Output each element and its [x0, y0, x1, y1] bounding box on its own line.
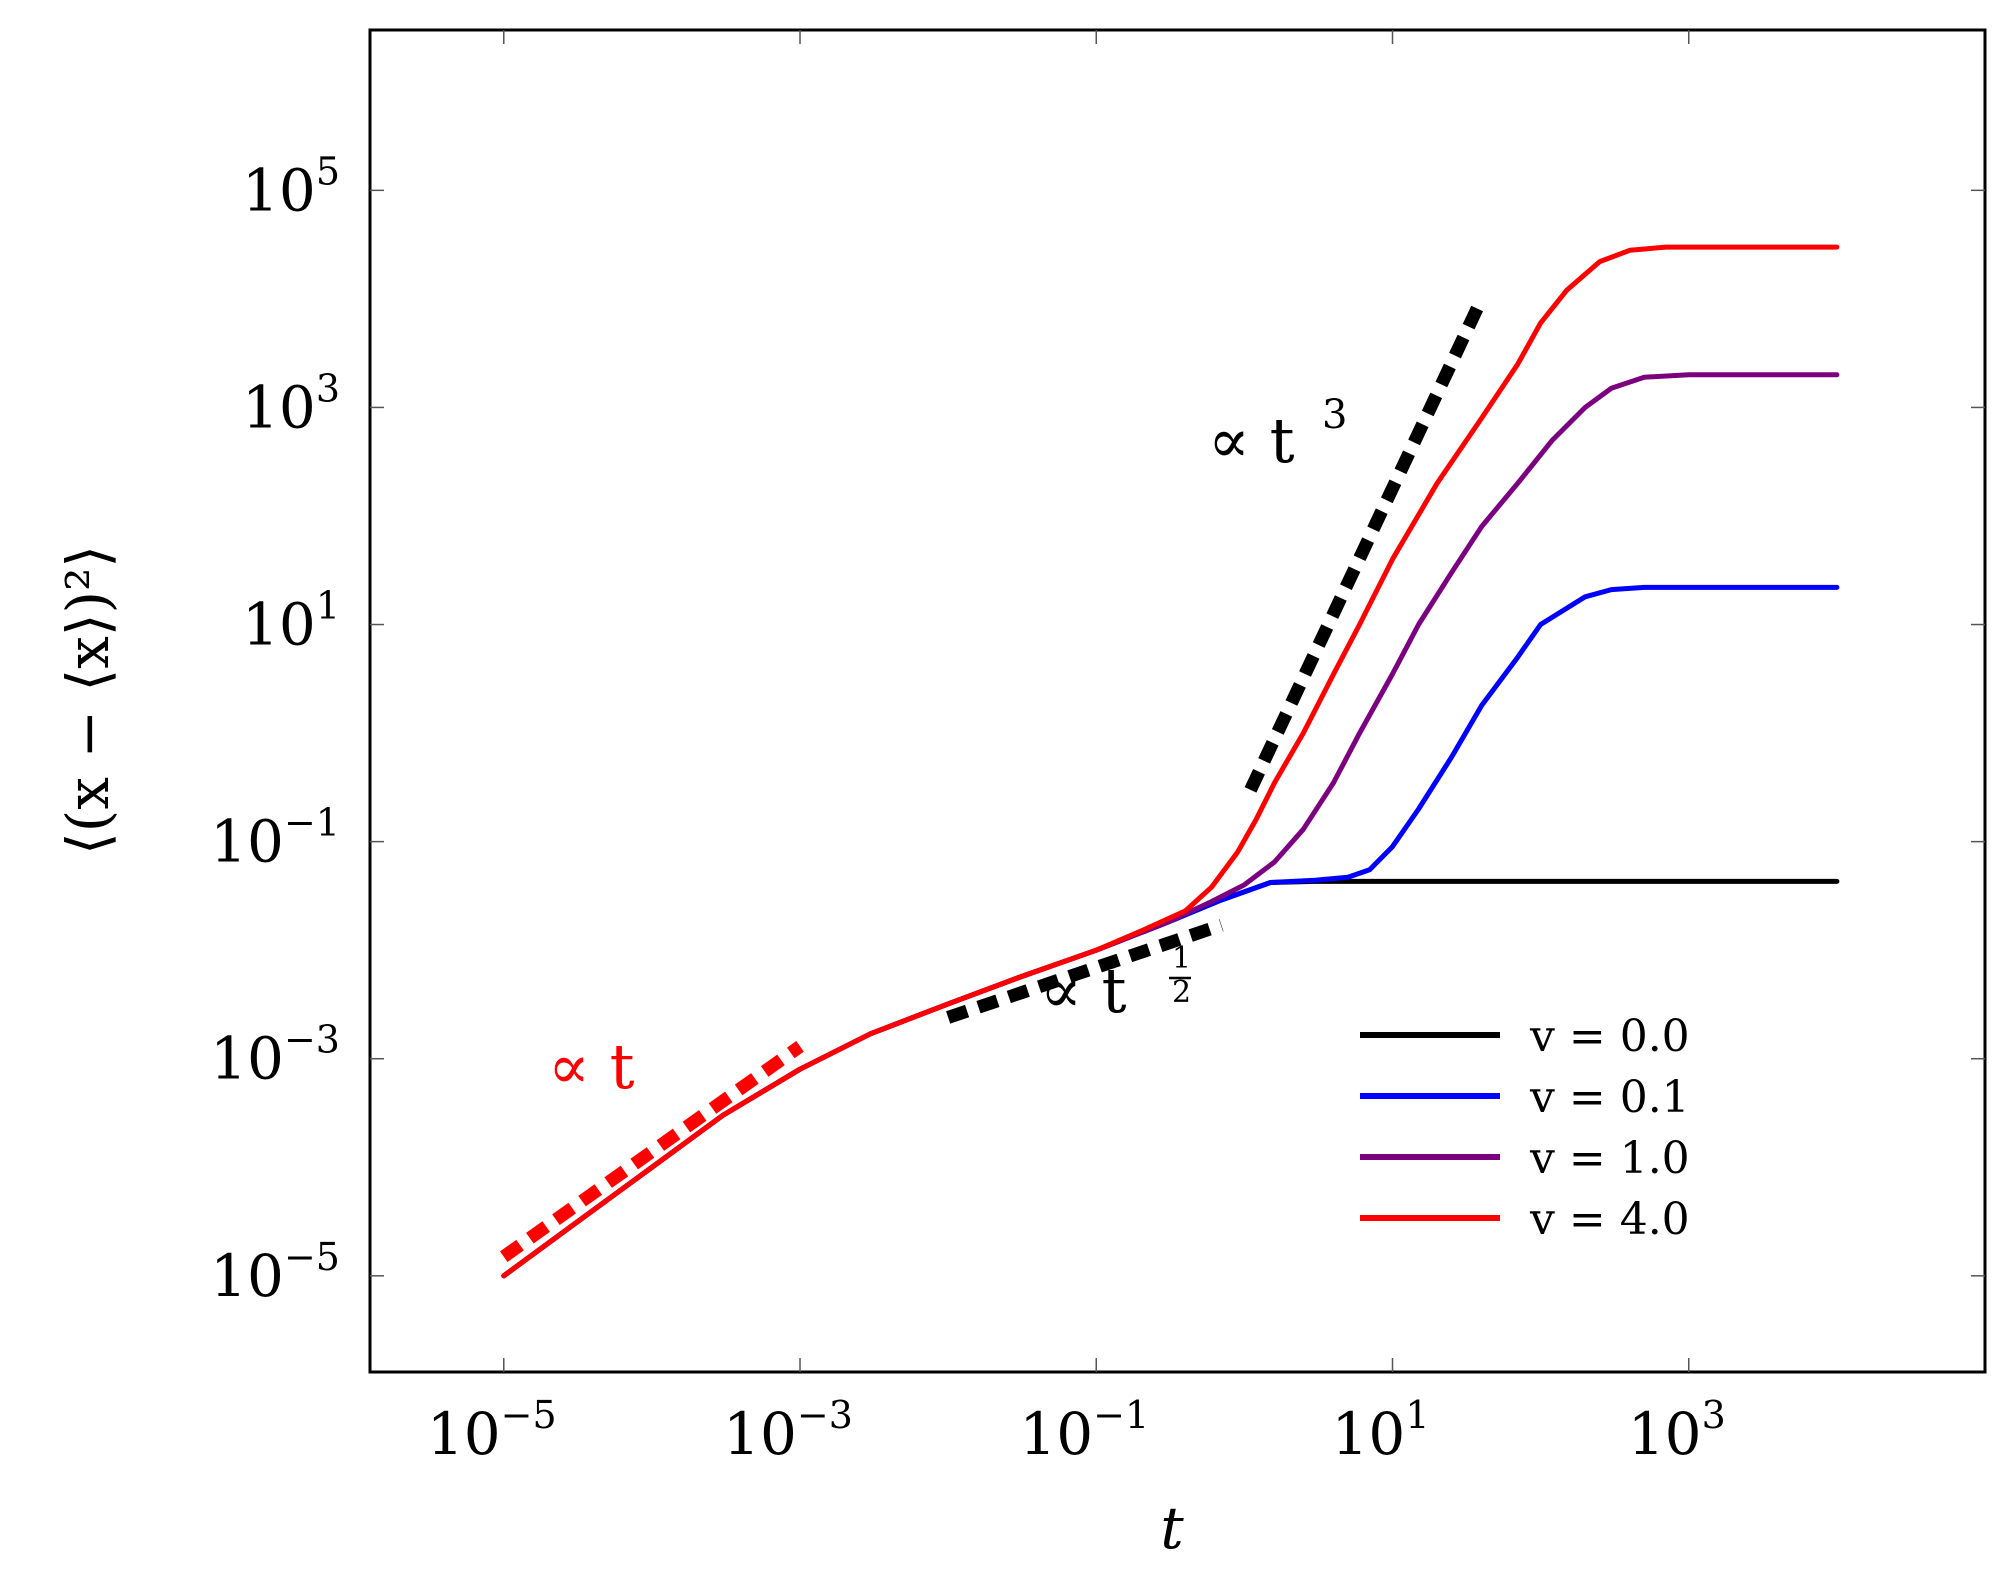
y-tick-label: 103: [242, 366, 340, 441]
y-tick-label: 105: [242, 149, 340, 224]
x-tick-label: 10−1: [1019, 1393, 1149, 1468]
annotation-sqrt-text: ∝ t: [1040, 954, 1127, 1027]
x-tick-label: 101: [1332, 1393, 1430, 1468]
x-tick-label: 10−5: [427, 1393, 557, 1468]
annotation-cubic-exp: 3: [1322, 392, 1347, 438]
legend-label-3: v = 4.0: [1529, 1194, 1690, 1245]
data-series: [501, 244, 1840, 1279]
y-axis-label: ⟨(x − ⟨x⟩)²⟩: [54, 545, 122, 855]
guide-lines: [500, 296, 1488, 1263]
x-tick-label: 10−3: [723, 1393, 853, 1468]
legend-label-0: v = 0.0: [1529, 1011, 1690, 1062]
plot-area: [368, 28, 1987, 1374]
annotation-linear: ∝ t: [548, 1030, 635, 1103]
annotation-sqrt-exp-num: 1: [1172, 941, 1191, 976]
annotation-sqrt: ∝ t: [1040, 954, 1127, 1027]
x-tick-label: 103: [1628, 1393, 1726, 1468]
annotation-cubic-text: ∝ t: [1208, 404, 1295, 477]
tick-marks: [370, 30, 1985, 1372]
guide-line-1: [946, 919, 1224, 1024]
y-tick-label: 10−5: [210, 1235, 340, 1310]
y-tick-labels: 10−5 10−3 10−1 101 103 105: [210, 149, 340, 1309]
y-tick-label: 10−1: [210, 801, 340, 876]
y-tick-label: 101: [242, 584, 340, 659]
x-axis-label: t: [1160, 1494, 1184, 1562]
guide-line-0: [500, 1041, 804, 1263]
legend-label-2: v = 1.0: [1529, 1133, 1690, 1184]
y-tick-label: 10−3: [210, 1018, 340, 1093]
guide-line-2: [1244, 296, 1488, 793]
annotation-sqrt-exp-den: 2: [1172, 975, 1191, 1010]
legend-label-1: v = 0.1: [1529, 1072, 1690, 1123]
series-line-3: [501, 244, 1840, 1279]
annotation-linear-text: ∝ t: [548, 1030, 635, 1103]
x-tick-labels: 10−5 10−3 10−1 101 103: [427, 1393, 1726, 1468]
legend: v = 0.0 v = 0.1 v = 1.0 v = 4.0: [1360, 1011, 1690, 1245]
annotation-cubic: ∝ t: [1208, 404, 1295, 477]
